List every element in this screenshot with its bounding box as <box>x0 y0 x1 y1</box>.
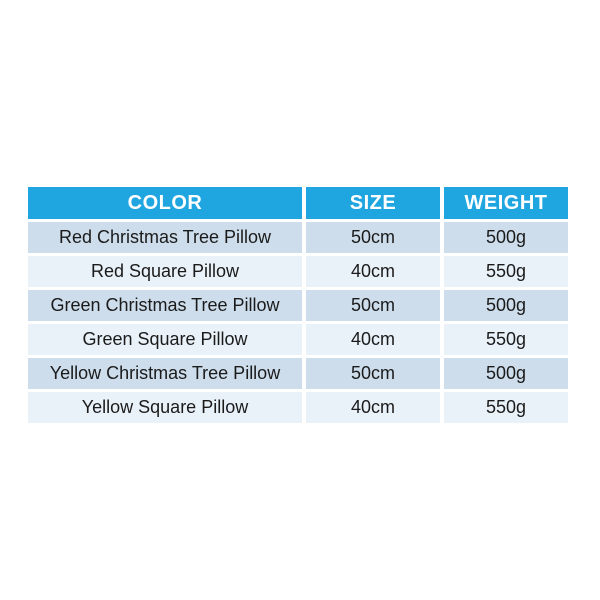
row-3-size-cell: 40cm <box>306 324 440 355</box>
row-0-color-cell: Red Christmas Tree Pillow <box>28 222 302 253</box>
weight-header-cell: WEIGHT <box>444 187 568 219</box>
row-5-color-cell: Yellow Square Pillow <box>28 392 302 423</box>
row-5-weight-cell: 550g <box>444 392 568 423</box>
row-1-color-cell: Red Square Pillow <box>28 256 302 287</box>
row-4-size-cell: 50cm <box>306 358 440 389</box>
row-1-size-cell: 40cm <box>306 256 440 287</box>
row-3-weight-cell: 550g <box>444 324 568 355</box>
size-header-cell: SIZE <box>306 187 440 219</box>
row-4-weight-cell: 500g <box>444 358 568 389</box>
row-2-size-cell: 50cm <box>306 290 440 321</box>
row-4-color-cell: Yellow Christmas Tree Pillow <box>28 358 302 389</box>
row-2-color-cell: Green Christmas Tree Pillow <box>28 290 302 321</box>
row-0-weight-cell: 500g <box>444 222 568 253</box>
row-1-weight-cell: 550g <box>444 256 568 287</box>
row-0-size-cell: 50cm <box>306 222 440 253</box>
row-3-color-cell: Green Square Pillow <box>28 324 302 355</box>
color-header-cell: COLOR <box>28 187 302 219</box>
row-2-weight-cell: 500g <box>444 290 568 321</box>
row-5-size-cell: 40cm <box>306 392 440 423</box>
product-spec-table: COLOR SIZE WEIGHT Red Christmas Tree Pil… <box>28 187 568 423</box>
